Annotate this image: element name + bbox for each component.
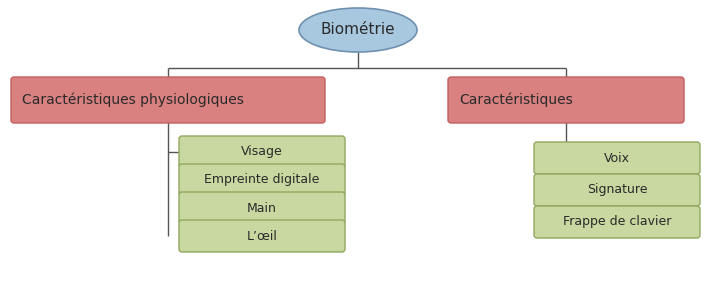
Text: Empreinte digitale: Empreinte digitale xyxy=(204,173,320,186)
FancyBboxPatch shape xyxy=(179,220,345,252)
Text: Main: Main xyxy=(247,202,277,215)
FancyBboxPatch shape xyxy=(11,77,325,123)
Text: Caractéristiques physiologiques: Caractéristiques physiologiques xyxy=(22,93,244,107)
Text: Voix: Voix xyxy=(604,151,630,164)
FancyBboxPatch shape xyxy=(534,174,700,206)
Text: L’œil: L’œil xyxy=(247,229,277,242)
Text: Visage: Visage xyxy=(241,146,283,159)
Text: Biométrie: Biométrie xyxy=(320,23,395,37)
FancyBboxPatch shape xyxy=(448,77,684,123)
FancyBboxPatch shape xyxy=(179,164,345,196)
FancyBboxPatch shape xyxy=(179,192,345,224)
Text: Caractéristiques: Caractéristiques xyxy=(459,93,573,107)
Ellipse shape xyxy=(299,8,417,52)
FancyBboxPatch shape xyxy=(534,142,700,174)
Text: Frappe de clavier: Frappe de clavier xyxy=(563,215,671,229)
FancyBboxPatch shape xyxy=(534,206,700,238)
Text: Signature: Signature xyxy=(587,184,647,197)
FancyBboxPatch shape xyxy=(179,136,345,168)
